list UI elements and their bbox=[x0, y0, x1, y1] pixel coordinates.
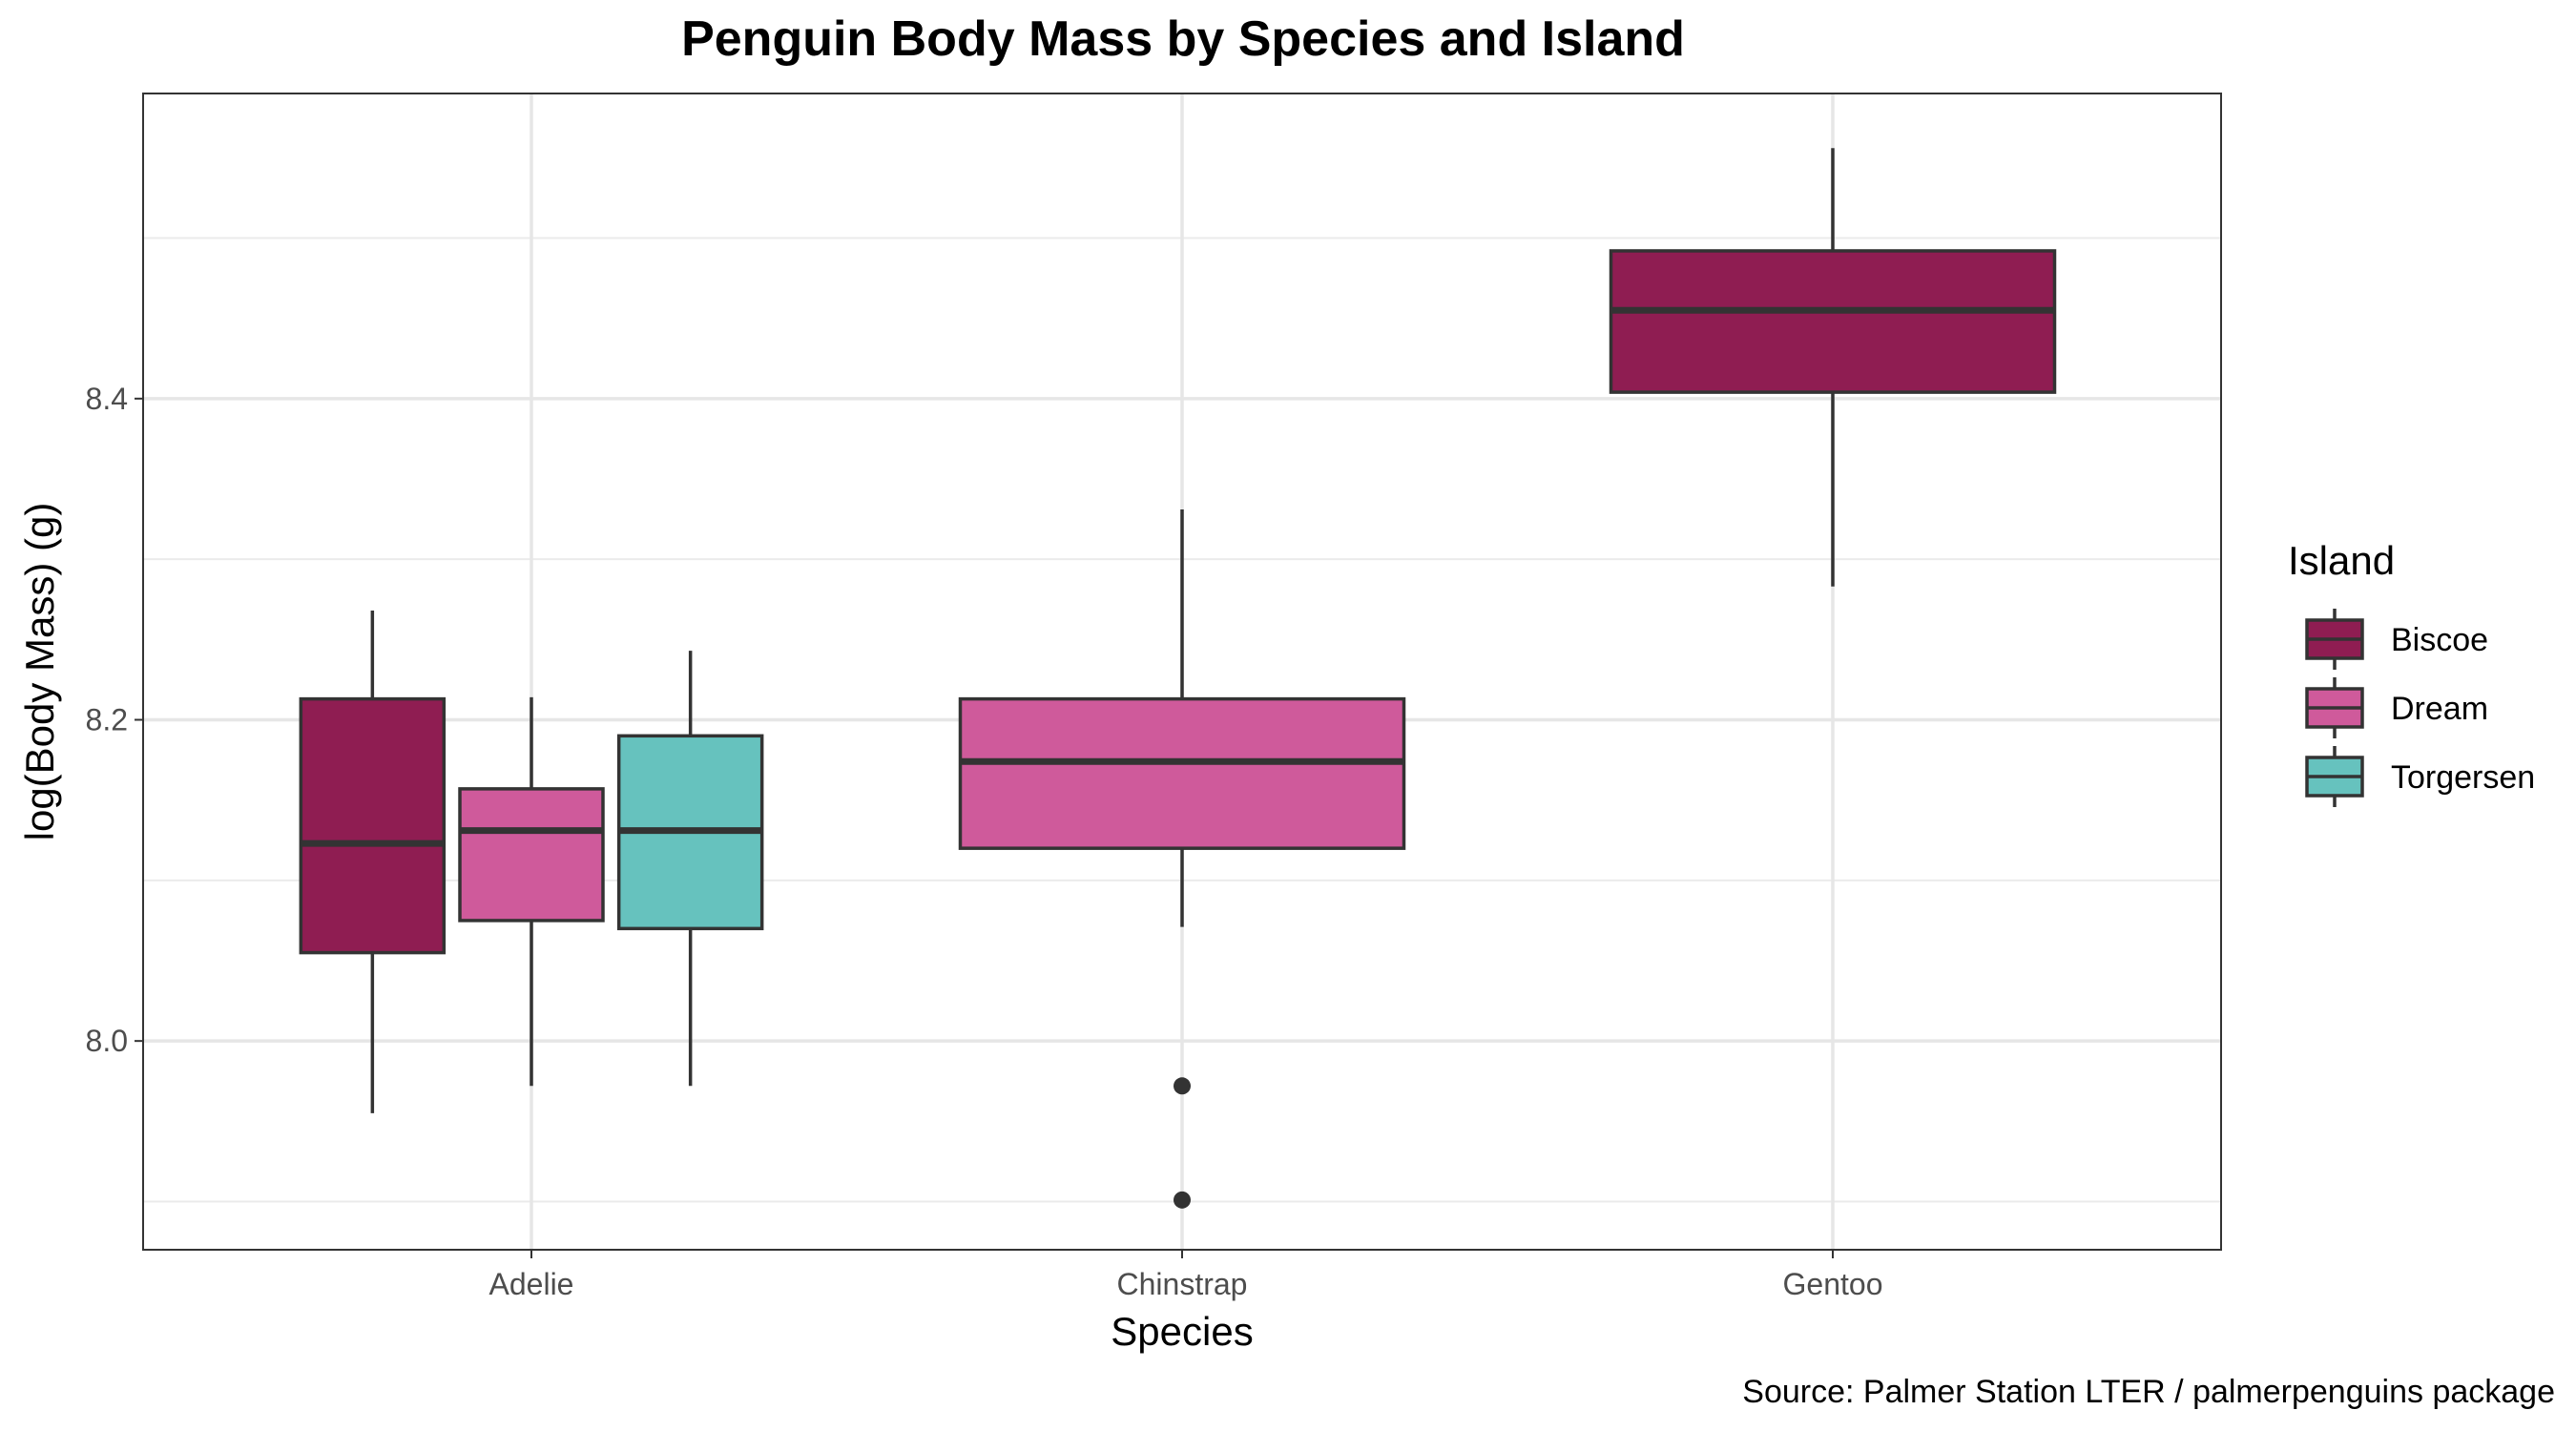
axes: 8.0 8.2 8.4 Adelie Chinstrap Gentoo bbox=[86, 382, 1883, 1301]
x-tick-label: Gentoo bbox=[1783, 1267, 1883, 1301]
outlier-point bbox=[1174, 1077, 1191, 1095]
outlier-point bbox=[1174, 1191, 1191, 1209]
box-iqr bbox=[1609, 249, 2057, 394]
legend-key-torgersen: Torgersen bbox=[2305, 746, 2535, 807]
box-adelie-biscoe bbox=[299, 611, 447, 1113]
legend: Island Biscoe Dream Torgersen bbox=[2288, 538, 2535, 807]
box-iqr bbox=[458, 787, 605, 923]
boxplot-layer bbox=[299, 148, 2057, 1209]
y-tick-label: 8.0 bbox=[86, 1024, 128, 1058]
box-gentoo-biscoe bbox=[1609, 148, 2057, 587]
y-tick-label: 8.2 bbox=[86, 703, 128, 737]
y-axis-title: log(Body Mass) (g) bbox=[17, 503, 62, 841]
box-chinstrap-dream bbox=[958, 508, 1406, 1209]
chart-title: Penguin Body Mass by Species and Island bbox=[681, 11, 1685, 67]
box-iqr bbox=[958, 696, 1406, 850]
legend-key-dream: Dream bbox=[2305, 677, 2488, 738]
legend-keys: Biscoe Dream Torgersen bbox=[2305, 609, 2535, 807]
x-tick-label: Adelie bbox=[489, 1267, 574, 1301]
box-adelie-torgersen bbox=[616, 651, 764, 1087]
legend-label: Torgersen bbox=[2391, 759, 2535, 796]
box-iqr bbox=[299, 696, 447, 955]
x-tick-label: Chinstrap bbox=[1117, 1267, 1248, 1301]
legend-key-biscoe: Biscoe bbox=[2305, 609, 2488, 670]
box-adelie-dream bbox=[458, 696, 605, 1087]
legend-label: Biscoe bbox=[2391, 622, 2488, 658]
y-tick-label: 8.4 bbox=[86, 382, 128, 416]
x-axis-title: Species bbox=[1111, 1309, 1253, 1354]
legend-label: Dream bbox=[2391, 691, 2488, 727]
legend-title: Island bbox=[2288, 538, 2395, 583]
caption: Source: Palmer Station LTER / palmerpeng… bbox=[1742, 1374, 2555, 1410]
